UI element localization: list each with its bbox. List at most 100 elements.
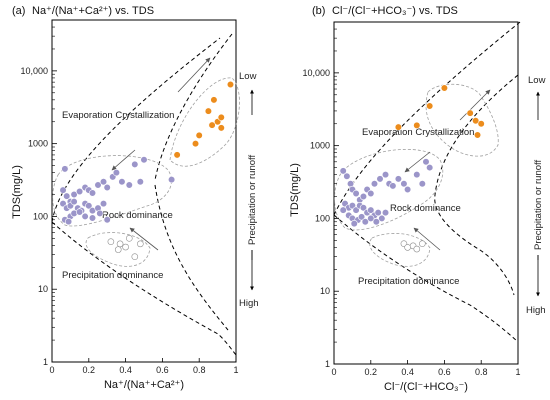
panel-b-upper-envelope [333,21,521,216]
panel-a-inner-boundary-lower [154,184,229,331]
panel-b-evaporation-point [473,131,482,139]
panel-a-precipitation-point [122,243,129,251]
panel-b-rock-point [339,206,347,214]
panel-a-x-tick-label: 0 [49,365,54,375]
panel-a-rock-point [131,160,139,168]
panel-a-title: Na⁺/(Na⁺+Ca²⁺) vs. TDS [32,5,154,17]
panel-a-ticks: 0 0.2 0.4 0.6 0.8 1 1 10 100 1000 10,000 [20,19,239,375]
panel-a-rock-point [75,208,84,216]
panel-a-rock-point [88,189,97,197]
panel-b-evaporation-point [413,121,421,129]
panel-b-rock-point [359,192,368,201]
panel-b-inner-boundary [434,74,519,296]
panel-b-rock-point [422,158,430,166]
panel-a-rock-point [99,200,108,208]
panel-b-rock-point [381,171,390,179]
panel-b-title: Cl⁻/(Cl⁻+HCO₃⁻) vs. TDS [332,5,458,17]
panel-a-arrows [111,57,211,251]
panel-a-y-tick-label: 1000 [28,139,48,149]
panel-a: (a) Na⁺/(Na⁺+Ca²⁺) vs. TDS Low Precipita… [11,5,259,391]
panel-a-low-label: Low [239,71,257,82]
panel-a-rock-point [85,202,93,210]
panel-b-rock-point [376,175,384,183]
panel-a-arrow-precipitation [129,227,159,251]
panel-a-rock-point [125,181,133,189]
panel-a-groupings [52,77,240,267]
panel-b-x-tick-label: 0.6 [438,367,451,377]
panel-a-arrow-rock [111,149,136,171]
panel-b-rock-point [394,175,403,183]
panel-b-rock-point [350,219,358,228]
panel-b-y-tick-label: 1000 [310,141,330,151]
panel-b-rock-point [413,171,421,179]
panel-b-rock-point [358,213,366,221]
panel-a-evaporation-point [195,131,203,139]
panel-a-envelope-lines [51,33,237,356]
panel-b-arrow-precipitation [413,227,441,251]
panel-b-x-tick-label: 0 [331,367,336,377]
panel-b-arrow-evaporation [459,89,491,121]
panel-a-rock-point [140,156,148,164]
panel-b-evaporation-point [466,109,474,117]
panel-a-precipitation-point [137,240,144,248]
panel-b-envelope-lines [333,21,521,343]
panel-b-rock-point [378,214,386,223]
panel-a-y-tick-label: 1 [43,357,48,367]
panel-b-groupings [334,83,499,267]
panel-b-rock-point [343,172,351,180]
panel-a-x-tick-label: 0.4 [119,365,132,375]
panel-a-evaporation-point [217,124,225,132]
panel-b-precipitation-point [404,244,411,251]
panel-b-lower-envelope [333,214,519,343]
panel-a-precipitation-point [131,253,139,260]
panel-a-evaporation-point [217,113,225,121]
panel-b-rock-point [426,163,434,172]
panel-a-x-axis-label: Na⁺/(Na⁺+Ca²⁺) [104,379,184,391]
panel-a-y-tick-label: 10,000 [20,66,48,76]
panel-b-rock-point [372,218,380,226]
panel-b-evaporation-point [472,117,480,125]
panel-a-rock-point [112,169,120,177]
panel-a-precipitation-point [116,240,124,248]
panel-b-y-tick-label: 10,000 [302,68,330,78]
panel-b-evaporation-point [440,84,449,92]
panel-a-y-tick-label: 10 [38,284,48,294]
panel-b-runoff-label: Precipitation or runoff [533,160,544,250]
panel-a-plot-frame [51,19,237,363]
panel-b-x-tick-label: 1 [515,367,520,377]
panel-a-rock-point [81,212,89,221]
panel-b-x-tick-label: 0.8 [475,367,488,377]
panel-a-rock-point [88,214,97,222]
panel-a-rock-envelope [52,155,172,227]
panel-a-evaporation-label: Evaporation Crystallization [62,110,174,121]
panel-b-rock-point [352,189,360,198]
panel-b-evaporation-envelope [425,83,499,157]
panel-b-label: (b) [312,5,325,17]
panel-b-rock-point [400,180,408,188]
panel-b-plot-frame [333,21,519,365]
panel-a-evaporation-point [208,121,216,129]
panel-b-x-tick-label: 0.2 [365,367,378,377]
panel-a-runoff-label: Precipitation or runoff [247,155,258,245]
panel-a-evaporation-point [226,80,235,89]
panel-b-evaporation-label: Evaporation Crystallization [362,127,474,138]
panel-b-y-tick-label: 10 [320,286,330,296]
panel-b-arrows [404,89,491,251]
panel-b-x-axis-label: Cl⁻/(Cl⁻+HCO₃⁻) [384,381,468,393]
panel-a-x-tick-label: 0.6 [156,365,169,375]
panel-a-rock-point [94,181,102,189]
panel-b-runoff-indicator: Low Precipitation or runoff High [526,75,546,316]
panel-a-rock-label: Rock dominance [102,210,173,221]
panel-b-y-tick-label: 1 [325,359,330,369]
panel-a-rock-point [63,192,71,200]
panel-a-y-tick-label: 100 [33,211,48,221]
panel-b-ticks: 0 0.2 0.4 0.6 0.8 1 1 10 100 1000 10,000 [302,21,521,377]
panel-a-inner-boundary [154,33,233,181]
panel-a-rock-point [61,165,69,173]
panel-b-rock-point [367,214,375,223]
panel-a-rock-point [103,216,111,224]
panel-a-precipitation-point [125,235,133,242]
panel-b-arrow-rock [404,151,431,173]
panel-a-evaporation-envelope [169,77,240,167]
